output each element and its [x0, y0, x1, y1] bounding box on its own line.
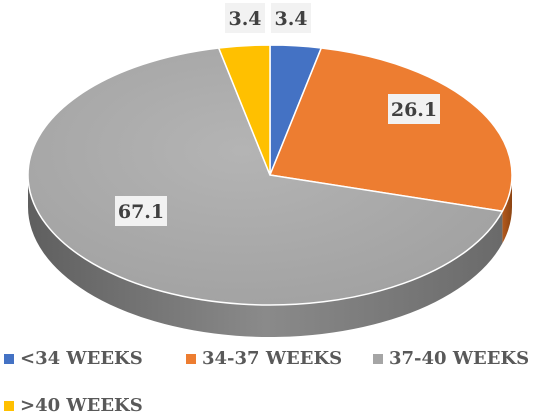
legend-swatch-gt40 [4, 400, 14, 411]
legend-item-34-37: 34-37 WEEKS [186, 348, 342, 369]
legend-swatch-lt34 [4, 353, 14, 364]
legend-label-34-37: 34-37 WEEKS [202, 348, 343, 369]
data-label-lt34: 3.4 [274, 8, 307, 30]
pie-chart: 3.4 26.1 67.1 3.4 [27, 3, 513, 337]
legend-label-lt34: <34 WEEKS [20, 348, 143, 369]
slice-gt40 [217, 44, 271, 176]
data-label-box-lt34 [271, 3, 311, 33]
legend-label-gt40: >40 WEEKS [20, 395, 143, 416]
data-label-37-40: 67.1 [118, 201, 164, 223]
legend-item-37-40: 37-40 WEEKS [373, 348, 529, 369]
legend-item-lt34: <34 WEEKS [4, 348, 143, 369]
data-label-box-gt40 [225, 3, 265, 33]
data-label-box-34-37 [388, 94, 440, 124]
legend-label-37-40: 37-40 WEEKS [389, 348, 530, 369]
data-label-gt40: 3.4 [228, 8, 261, 30]
legend-swatch-34-37 [186, 353, 196, 364]
slice-side-34-37 [502, 175, 512, 244]
legend-item-gt40: >40 WEEKS [4, 395, 143, 416]
data-label-34-37: 26.1 [391, 99, 437, 121]
legend: <34 WEEKS 34-37 WEEKS 37-40 WEEKS >40 WE… [0, 343, 549, 416]
slice-37-40 [27, 47, 504, 306]
slice-side-37-40 [28, 175, 503, 337]
slice-34-37 [269, 47, 513, 213]
legend-swatch-37-40 [373, 353, 383, 364]
data-label-box-37-40 [115, 196, 167, 226]
